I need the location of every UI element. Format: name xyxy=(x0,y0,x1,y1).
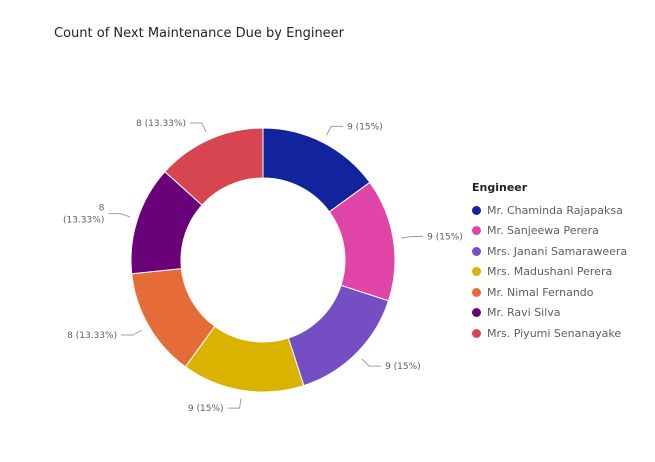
legend-marker xyxy=(472,328,481,338)
chart-title: Count of Next Maintenance Due by Enginee… xyxy=(54,26,345,41)
data-label: 9 (15%) xyxy=(427,233,463,243)
donut-slice[interactable] xyxy=(164,127,264,206)
data-label: 8 (13.33%) xyxy=(63,204,105,226)
legend-item[interactable]: Mr. Nimal Fernando xyxy=(472,282,627,303)
legend-item[interactable]: Mrs. Piyumi Senanayake xyxy=(472,323,627,344)
legend-label: Mrs. Janani Samaraweera xyxy=(487,244,628,258)
legend-marker xyxy=(472,226,481,236)
leader-line xyxy=(227,398,242,409)
leader-line xyxy=(108,213,131,218)
leader-line xyxy=(401,236,424,239)
legend-title: Engineer xyxy=(472,181,528,194)
data-label: 9 (15%) xyxy=(188,404,224,414)
legend-label: Mrs. Piyumi Senanayake xyxy=(487,326,622,340)
legend-label: Mr. Sanjeewa Perera xyxy=(487,224,599,238)
leader-line xyxy=(326,125,344,136)
legend-item[interactable]: Mr. Chaminda Rajapaksa xyxy=(472,200,627,221)
legend-marker xyxy=(472,308,481,318)
legend-label: Mr. Nimal Fernando xyxy=(487,285,594,299)
legend-label: Mrs. Madushani Perera xyxy=(487,265,613,279)
legend-item[interactable]: Mrs. Madushani Perera xyxy=(472,262,627,283)
legend-label: Mr. Ravi Silva xyxy=(487,306,561,320)
legend-marker xyxy=(472,287,481,297)
leader-line xyxy=(189,122,207,133)
leader-line xyxy=(121,329,143,336)
legend-marker xyxy=(472,205,481,215)
legend-label: Mr. Chaminda Rajapaksa xyxy=(487,203,623,217)
data-label: 8 (13.33%) xyxy=(136,119,186,129)
legend-item[interactable]: Mr. Ravi Silva xyxy=(472,303,627,324)
legend-marker xyxy=(472,267,481,277)
data-label: 9 (15%) xyxy=(347,122,383,132)
data-label: 9 (15%) xyxy=(385,362,421,372)
data-label: 8 (13.33%) xyxy=(67,331,117,341)
legend-item[interactable]: Mr. Sanjeewa Perera xyxy=(472,221,627,242)
chart-legend: Engineer Mr. Chaminda Rajapaksa Mr. Sanje… xyxy=(472,181,627,344)
legend-item[interactable]: Mrs. Janani Samaraweera xyxy=(472,241,627,262)
donut-slice[interactable] xyxy=(287,284,390,387)
legend-marker xyxy=(472,246,481,256)
leader-line xyxy=(361,358,382,367)
